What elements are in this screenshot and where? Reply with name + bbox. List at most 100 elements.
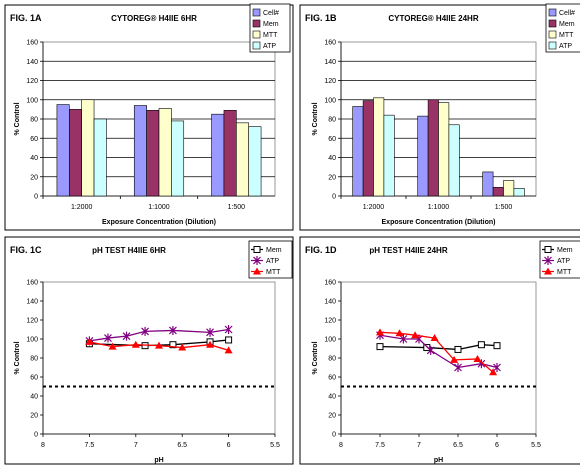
legend-marker: [544, 256, 552, 265]
legend-swatch: [252, 8, 261, 17]
y-tick-label: 160: [26, 40, 38, 47]
bar: [223, 110, 237, 197]
bar: [513, 188, 525, 197]
y-tick-label: 100: [324, 97, 336, 104]
chart-title: pH TEST H4IIE 24HR: [369, 246, 447, 255]
data-point: [473, 354, 482, 362]
chart-title: pH TEST H4IIE 6HR: [92, 246, 166, 255]
data-point: [454, 345, 462, 353]
y-tick-label: 20: [328, 413, 336, 420]
y-tick-label: 160: [324, 40, 336, 47]
bar: [427, 99, 439, 197]
bar: [158, 108, 172, 197]
x-tick-label: 5.5: [531, 442, 541, 449]
x-tick-label: 7: [134, 442, 138, 449]
legend-label: MTT: [557, 269, 572, 276]
bar: [352, 106, 364, 197]
data-point: [122, 331, 131, 341]
bar: [383, 114, 395, 197]
x-tick-label: 1:2000: [363, 204, 385, 211]
x-tick-label: 1:500: [495, 204, 513, 211]
y-axis-label: % Control: [14, 341, 21, 374]
y-tick-label: 60: [328, 136, 336, 143]
data-point: [450, 355, 459, 363]
legend-swatch: [252, 30, 261, 39]
data-point: [411, 331, 420, 339]
chart-title: CYTOREG® H4IIE 6HR: [111, 14, 197, 23]
legend-marker: [544, 267, 552, 275]
y-tick-label: 20: [30, 413, 38, 420]
legend-label: Mem: [557, 247, 573, 254]
y-tick-label: 120: [324, 78, 336, 85]
figure-label: FIG. 1D: [305, 245, 337, 255]
y-axis-label: % Control: [312, 102, 319, 135]
plot-area: [340, 281, 537, 435]
x-axis-label: pH: [434, 457, 443, 464]
data-point: [489, 368, 498, 376]
legend-label: MTT: [559, 32, 574, 39]
data-point: [225, 336, 233, 344]
x-tick-label: 6: [227, 442, 231, 449]
y-tick-label: 80: [30, 356, 38, 363]
y-tick-label: 80: [328, 117, 336, 124]
y-tick-label: 40: [328, 394, 336, 401]
figure-label: FIG. 1B: [305, 13, 337, 23]
x-axis-label: pH: [154, 457, 163, 464]
x-tick-label: 6: [495, 442, 499, 449]
legend-swatch: [548, 8, 557, 17]
y-tick-label: 80: [30, 117, 38, 124]
data-point: [376, 343, 384, 351]
data-point: [104, 333, 112, 343]
legend: Mem ATP MTT: [248, 240, 293, 279]
data-point: [169, 341, 177, 349]
bar: [146, 110, 160, 197]
figure-label: FIG. 1A: [10, 13, 42, 23]
legend-marker: [253, 267, 261, 275]
y-tick-label: 0: [34, 194, 38, 201]
x-axis-label: Exposure Concentration (Dilution): [102, 219, 216, 226]
plot-area: [42, 281, 276, 435]
legend: Mem ATP MTT: [539, 240, 580, 279]
y-tick-label: 0: [34, 432, 38, 439]
data-point: [493, 342, 501, 350]
legend: Cell# Mem MTT ATP: [249, 3, 291, 53]
data-point: [178, 343, 187, 351]
y-tick-label: 100: [26, 337, 38, 344]
x-tick-label: 7.5: [85, 442, 95, 449]
bar: [236, 122, 250, 197]
data-point: [426, 345, 435, 355]
bar: [503, 180, 515, 197]
bar: [482, 171, 494, 197]
y-tick-label: 100: [26, 97, 38, 104]
legend-swatch: [548, 19, 557, 28]
bar: [93, 118, 107, 197]
legend-swatch: [252, 41, 261, 50]
data-point: [423, 344, 431, 352]
bar: [56, 104, 70, 197]
y-tick-label: 100: [324, 337, 336, 344]
figure-label: FIG. 1C: [10, 245, 42, 255]
legend-marker: [253, 246, 261, 253]
y-tick-label: 140: [26, 59, 38, 66]
data-point: [399, 334, 408, 344]
y-axis-label: % Control: [312, 341, 319, 374]
legend-label: ATP: [263, 43, 276, 50]
legend-label: Mem: [559, 21, 575, 28]
chart-panel-1b: FIG. 1B CYTOREG® H4IIE 24HR 0 20 40 60 80 100 12…: [299, 3, 580, 231]
data-point: [155, 341, 163, 349]
bar: [492, 187, 504, 197]
x-tick-label: 7.5: [375, 442, 385, 449]
y-tick-label: 120: [324, 318, 336, 325]
data-point: [85, 337, 94, 345]
x-tick-label: 7: [417, 442, 421, 449]
x-tick-label: 1:500: [228, 204, 246, 211]
x-tick-label: 6.5: [453, 442, 463, 449]
x-axis-label: Exposure Concentration (Dilution): [382, 219, 496, 226]
y-tick-label: 160: [26, 280, 38, 287]
chart-panel-1c: FIG. 1C pH TEST H4IIE 6HR 0 20 40 60 80 100 120 1…: [4, 236, 294, 465]
y-tick-label: 20: [30, 174, 38, 181]
x-tick-label: 6.5: [177, 442, 187, 449]
data-point: [108, 342, 117, 350]
y-tick-label: 80: [328, 356, 336, 363]
bar: [417, 115, 429, 197]
